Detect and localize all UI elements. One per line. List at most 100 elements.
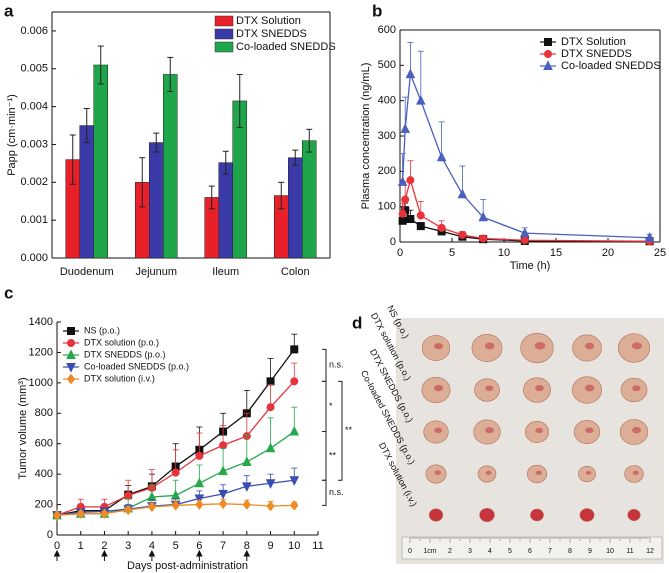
y-axis-label: Tumor volume (mm³) bbox=[17, 377, 29, 479]
data-point bbox=[147, 501, 157, 513]
data-point bbox=[266, 500, 275, 512]
x-tick-label: 6 bbox=[196, 540, 202, 552]
data-point bbox=[124, 491, 133, 500]
data-point bbox=[397, 176, 408, 186]
tumor-spot bbox=[631, 342, 642, 350]
data-point bbox=[436, 151, 447, 162]
y-tick-label: 200 bbox=[35, 498, 53, 510]
significance-label: n.s. bbox=[329, 487, 344, 497]
legend-label: Co-loaded SNEDDS bbox=[561, 60, 661, 72]
data-point bbox=[242, 456, 252, 466]
legend-label: NS (p.o.) bbox=[84, 325, 120, 335]
ruler-label: 9 bbox=[588, 548, 592, 555]
legend-swatch bbox=[214, 41, 234, 53]
data-point bbox=[52, 509, 62, 521]
x-tick-label: 25 bbox=[654, 247, 666, 259]
legend-label: DTX Solution bbox=[236, 15, 301, 27]
y-tick-label: 1400 bbox=[29, 316, 53, 328]
tumor-spot bbox=[484, 342, 495, 350]
tumor-spot bbox=[434, 470, 442, 475]
data-point bbox=[400, 123, 411, 133]
data-point bbox=[415, 95, 426, 105]
y-tick-label: 400 bbox=[378, 95, 396, 107]
significance-label: * bbox=[329, 401, 333, 411]
x-tick-label: 8 bbox=[244, 540, 250, 552]
data-point bbox=[644, 232, 655, 242]
data-point bbox=[218, 465, 228, 476]
y-tick-label: 0.002 bbox=[20, 176, 48, 188]
bar bbox=[93, 64, 108, 259]
x-tick-label: 10 bbox=[498, 247, 510, 259]
data-point bbox=[398, 209, 407, 218]
data-point bbox=[520, 236, 529, 245]
dose-arrow bbox=[243, 549, 251, 561]
tumor-spot bbox=[585, 342, 595, 350]
ruler-label: 3 bbox=[468, 548, 472, 555]
data-point bbox=[457, 188, 468, 199]
y-tick-label: 0.003 bbox=[20, 138, 48, 150]
x-tick-label: 1 bbox=[78, 540, 84, 552]
y-tick-label: 0 bbox=[47, 529, 53, 541]
y-tick-label: 800 bbox=[35, 407, 53, 419]
legend-label: DTX solution (p.o.) bbox=[84, 337, 159, 347]
data-point bbox=[289, 425, 300, 436]
tumor-spot bbox=[435, 512, 440, 516]
significance-label: ** bbox=[345, 425, 353, 435]
significance-bracket bbox=[338, 380, 343, 481]
y-tick-label: 1000 bbox=[29, 377, 53, 389]
panel-letter: b bbox=[372, 1, 382, 20]
bar bbox=[163, 74, 178, 259]
legend-marker bbox=[544, 38, 552, 46]
x-tick-label: 5 bbox=[449, 247, 455, 259]
y-axis-label: Papp (cm·min⁻¹) bbox=[6, 94, 18, 176]
tumor-spot bbox=[632, 426, 641, 434]
x-tick-label: 10 bbox=[288, 540, 300, 552]
x-tick-label: 15 bbox=[550, 247, 562, 259]
x-tick-label: 2 bbox=[101, 540, 107, 552]
y-tick-label: 100 bbox=[378, 201, 396, 213]
legend-marker bbox=[66, 349, 76, 359]
significance-label: n.s. bbox=[329, 360, 344, 370]
legend-marker bbox=[66, 373, 76, 385]
x-tick-label: 9 bbox=[267, 540, 273, 552]
data-point bbox=[100, 508, 109, 520]
tumor-spot bbox=[535, 427, 543, 434]
data-point bbox=[416, 222, 425, 231]
ruler-label: 10 bbox=[606, 548, 614, 555]
tumor-spot bbox=[633, 512, 638, 516]
tumor-spot bbox=[485, 385, 494, 392]
panel-letter: c bbox=[4, 283, 13, 302]
x-tick-label: 0 bbox=[54, 540, 60, 552]
x-tick-label: 20 bbox=[602, 247, 614, 259]
x-axis-label: Days post-administration bbox=[127, 560, 248, 572]
y-axis-label: Plasma concentration (ng/mL) bbox=[360, 63, 372, 210]
y-tick-label: 600 bbox=[378, 24, 396, 36]
data-point bbox=[405, 68, 416, 79]
data-point bbox=[479, 234, 488, 243]
ruler-label: 1cm bbox=[423, 548, 436, 555]
y-tick-label: 0.000 bbox=[20, 252, 48, 264]
tumor-spot bbox=[632, 470, 639, 475]
data-point bbox=[76, 508, 85, 520]
tumor-spot bbox=[535, 470, 542, 475]
legend-label: DTX SNEDDS bbox=[236, 28, 307, 40]
tumor-spot bbox=[434, 342, 443, 350]
panel-letter: d bbox=[352, 313, 362, 332]
x-tick-label: 7 bbox=[220, 540, 226, 552]
data-point bbox=[398, 216, 407, 225]
legend-marker bbox=[67, 327, 75, 335]
data-point bbox=[437, 223, 446, 232]
significance-bracket bbox=[322, 479, 327, 506]
ruler bbox=[401, 536, 663, 560]
data-point bbox=[406, 176, 415, 185]
legend-swatch bbox=[214, 28, 234, 40]
tumor-spot bbox=[434, 384, 444, 392]
ruler-label: 11 bbox=[626, 548, 633, 555]
tumor-spot bbox=[534, 342, 546, 350]
x-tick-label: 3 bbox=[125, 540, 131, 552]
legend-label: Co-loaded SNEDDS (p.o.) bbox=[84, 361, 189, 371]
data-point bbox=[478, 211, 489, 222]
bar bbox=[302, 140, 317, 259]
x-tick-label: 0 bbox=[397, 247, 403, 259]
